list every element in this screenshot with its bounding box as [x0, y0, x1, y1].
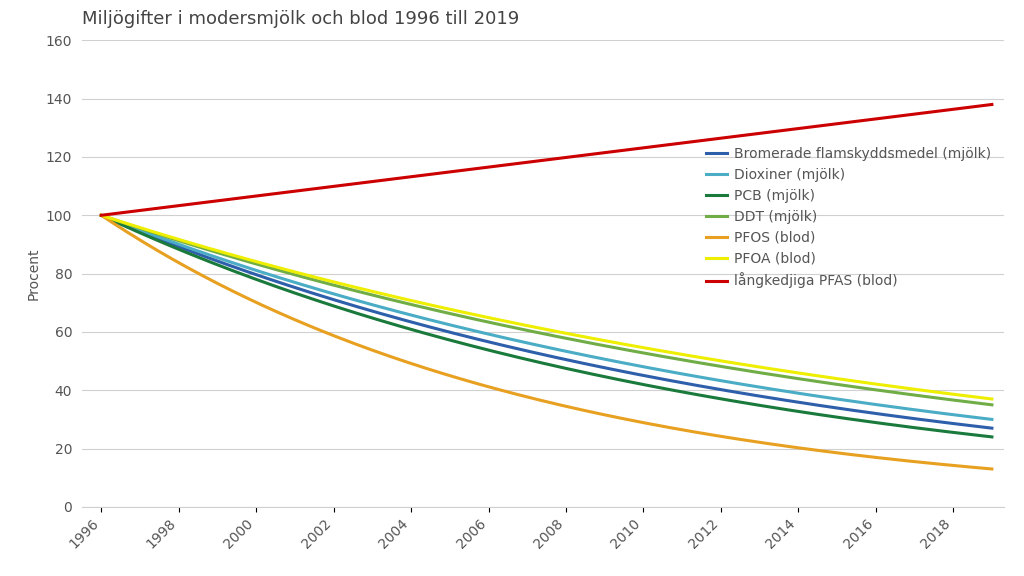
- PFOA (blod): [640, 345, 652, 352]
- PCB (mjölk): [846, 416, 858, 423]
- Dioxiner (mjölk): [626, 361, 638, 368]
- PFOA (blod): [95, 212, 108, 219]
- Line: långkedjiga PFAS (blod): långkedjiga PFAS (blod): [101, 104, 992, 215]
- PFOA (blod): [846, 377, 858, 384]
- Dioxiner (mjölk): [623, 361, 635, 367]
- DDT (mjölk): [846, 383, 858, 390]
- DDT (mjölk): [640, 350, 652, 357]
- långkedjiga PFAS (blod): [623, 146, 635, 153]
- Dioxiner (mjölk): [640, 364, 652, 371]
- långkedjiga PFAS (blod): [846, 119, 858, 126]
- PCB (mjölk): [986, 433, 998, 440]
- Dioxiner (mjölk): [902, 406, 914, 412]
- PFOA (blod): [623, 342, 635, 348]
- Dioxiner (mjölk): [846, 397, 858, 404]
- långkedjiga PFAS (blod): [986, 101, 998, 108]
- Y-axis label: Procent: Procent: [27, 247, 40, 300]
- DDT (mjölk): [95, 212, 108, 219]
- PCB (mjölk): [626, 379, 638, 386]
- långkedjiga PFAS (blod): [98, 211, 111, 218]
- DDT (mjölk): [623, 347, 635, 354]
- PCB (mjölk): [640, 382, 652, 389]
- Bromerade flamskyddsmedel (mjölk): [95, 212, 108, 219]
- DDT (mjölk): [902, 391, 914, 398]
- PFOS (blod): [846, 451, 858, 458]
- Line: Dioxiner (mjölk): Dioxiner (mjölk): [101, 215, 992, 419]
- Line: Bromerade flamskyddsmedel (mjölk): Bromerade flamskyddsmedel (mjölk): [101, 215, 992, 428]
- Bromerade flamskyddsmedel (mjölk): [98, 213, 111, 220]
- PCB (mjölk): [95, 212, 108, 219]
- Bromerade flamskyddsmedel (mjölk): [846, 407, 858, 414]
- Dioxiner (mjölk): [98, 213, 111, 220]
- PCB (mjölk): [98, 213, 111, 220]
- långkedjiga PFAS (blod): [626, 146, 638, 153]
- Legend: Bromerade flamskyddsmedel (mjölk), Dioxiner (mjölk), PCB (mjölk), DDT (mjölk), P: Bromerade flamskyddsmedel (mjölk), Dioxi…: [700, 141, 996, 294]
- DDT (mjölk): [626, 347, 638, 354]
- PFOS (blod): [623, 416, 635, 423]
- långkedjiga PFAS (blod): [902, 111, 914, 118]
- Bromerade flamskyddsmedel (mjölk): [626, 370, 638, 377]
- Dioxiner (mjölk): [986, 416, 998, 423]
- PCB (mjölk): [623, 378, 635, 385]
- PFOS (blod): [640, 420, 652, 427]
- långkedjiga PFAS (blod): [640, 144, 652, 151]
- Line: PCB (mjölk): PCB (mjölk): [101, 215, 992, 437]
- PCB (mjölk): [902, 423, 914, 430]
- DDT (mjölk): [98, 213, 111, 220]
- Line: DDT (mjölk): DDT (mjölk): [101, 215, 992, 405]
- PFOA (blod): [626, 342, 638, 349]
- Line: PFOA (blod): PFOA (blod): [101, 215, 992, 399]
- DDT (mjölk): [986, 401, 998, 408]
- PFOS (blod): [626, 417, 638, 424]
- PFOS (blod): [98, 214, 111, 221]
- PFOA (blod): [902, 385, 914, 392]
- PFOS (blod): [986, 465, 998, 472]
- PFOA (blod): [98, 213, 111, 219]
- Dioxiner (mjölk): [95, 212, 108, 219]
- Bromerade flamskyddsmedel (mjölk): [902, 414, 914, 421]
- PFOS (blod): [95, 212, 108, 219]
- Bromerade flamskyddsmedel (mjölk): [986, 425, 998, 431]
- Text: Miljögifter i modersmjölk och blod 1996 till 2019: Miljögifter i modersmjölk och blod 1996 …: [82, 10, 519, 28]
- PFOS (blod): [902, 457, 914, 464]
- långkedjiga PFAS (blod): [95, 212, 108, 219]
- Bromerade flamskyddsmedel (mjölk): [640, 373, 652, 380]
- PFOA (blod): [986, 396, 998, 403]
- Bromerade flamskyddsmedel (mjölk): [623, 369, 635, 376]
- Line: PFOS (blod): PFOS (blod): [101, 215, 992, 469]
